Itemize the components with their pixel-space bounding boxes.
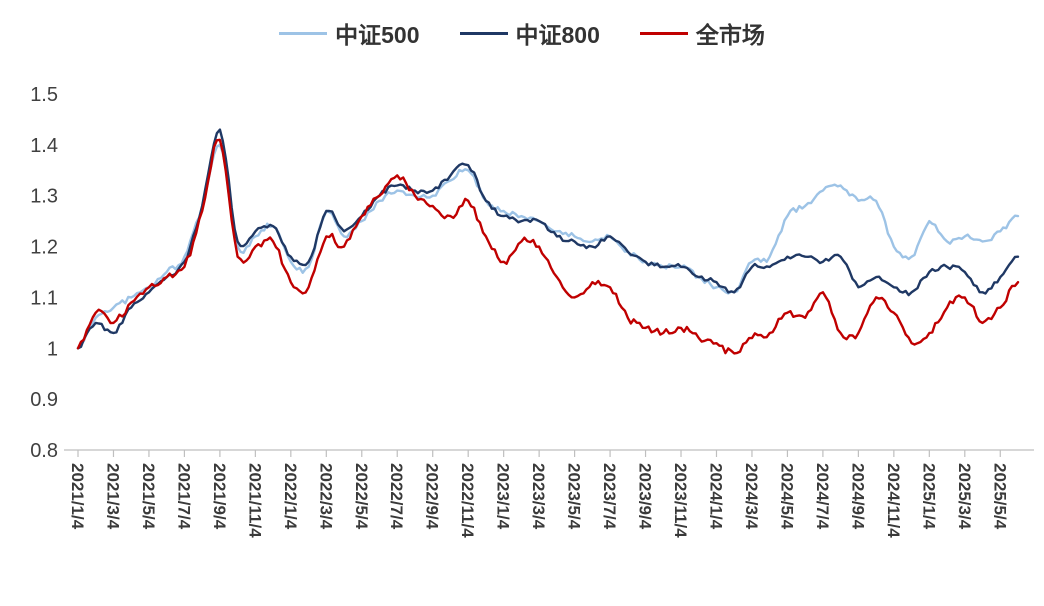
series-line-中证500 <box>76 143 1020 350</box>
x-axis-tick-label: 2022/7/4 <box>387 463 406 530</box>
x-axis-tick-label: 2023/11/4 <box>671 463 690 538</box>
legend-item: 全市场 <box>639 16 765 50</box>
y-axis-tick-label: 1.4 <box>30 135 58 157</box>
legend-label: 中证800 <box>515 22 600 48</box>
x-axis-tick-label: 2021/3/4 <box>103 463 122 530</box>
x-axis-tick-label: 2023/1/4 <box>494 463 513 530</box>
x-axis-tick-label: 2024/3/4 <box>742 463 761 530</box>
y-axis-tick-label: 1.3 <box>30 186 58 208</box>
x-axis-tick-label: 2024/9/4 <box>848 463 867 530</box>
x-axis-tick-label: 2024/7/4 <box>813 463 832 530</box>
y-axis-tick-label: 1.2 <box>30 237 58 259</box>
y-axis-tick-label: 0.8 <box>30 440 58 462</box>
legend-line-swatch <box>459 31 508 35</box>
legend-line-swatch <box>639 31 688 35</box>
x-axis-tick-label: 2024/11/4 <box>884 463 903 538</box>
x-axis-tick-label: 2021/1/4 <box>68 463 87 530</box>
series-line-全市场 <box>76 138 1020 355</box>
x-axis-tick-label: 2022/9/4 <box>423 463 442 530</box>
legend-label: 全市场 <box>695 22 765 48</box>
legend-item: 中证500 <box>279 16 420 50</box>
x-axis-tick-label: 2022/1/4 <box>281 463 300 530</box>
legend-label: 中证500 <box>335 22 420 48</box>
x-axis-tick-label: 2021/11/4 <box>245 463 264 538</box>
x-axis-tick-label: 2021/7/4 <box>174 463 193 530</box>
x-axis-tick-label: 2021/5/4 <box>139 463 158 530</box>
x-axis-tick-label: 2023/9/4 <box>636 463 655 530</box>
x-axis-tick-label: 2025/3/4 <box>955 463 974 530</box>
x-axis-tick-label: 2022/3/4 <box>316 463 335 530</box>
series-line-中证800 <box>76 128 1020 350</box>
y-axis-tick-label: 1.5 <box>30 84 58 106</box>
y-axis-tick-label: 1 <box>47 338 58 360</box>
x-axis-tick-label: 2023/7/4 <box>600 463 619 530</box>
x-axis-tick-label: 2025/5/4 <box>990 463 1009 530</box>
x-axis-tick-label: 2024/5/4 <box>777 463 796 530</box>
x-axis-tick-label: 2022/5/4 <box>352 463 371 530</box>
x-axis-tick-label: 2022/11/4 <box>458 463 477 538</box>
x-axis-tick-label: 2024/1/4 <box>706 463 725 530</box>
legend-item: 中证800 <box>459 16 600 50</box>
x-axis-tick-label: 2023/5/4 <box>565 463 584 530</box>
y-axis-tick-label: 0.9 <box>30 389 58 411</box>
y-axis-tick-label: 1.1 <box>30 287 58 309</box>
x-axis-tick-label: 2023/3/4 <box>529 463 548 530</box>
x-axis-tick-label: 2025/1/4 <box>919 463 938 530</box>
legend-line-swatch <box>279 31 328 35</box>
x-axis-tick-label: 2021/9/4 <box>210 463 229 530</box>
chart-legend: 中证500 中证800 全市场 <box>0 16 1044 50</box>
